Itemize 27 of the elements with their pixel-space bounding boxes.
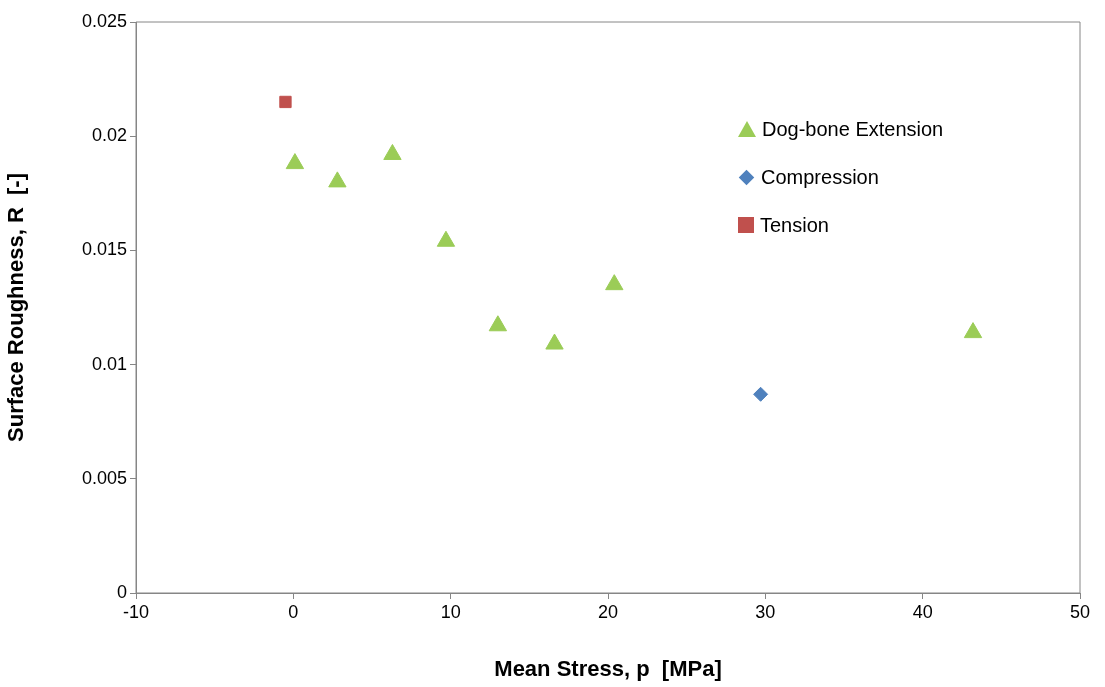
- point: [488, 315, 508, 332]
- x-tick-label: 30: [755, 601, 776, 622]
- x-tick-label: 20: [597, 601, 619, 622]
- x-tick-label: 40: [912, 601, 933, 622]
- y-axis-title: Surface Roughness, R [-]: [3, 173, 29, 442]
- y-tick-label: 0.01: [91, 353, 127, 374]
- legend-label: Tension: [760, 213, 829, 237]
- point: [383, 143, 402, 160]
- y-tick-label: 0.005: [81, 467, 127, 488]
- point: [753, 386, 769, 402]
- x-tick-label: 10: [440, 601, 461, 622]
- legend-label: Compression: [761, 165, 879, 189]
- y-tick-label: 0: [116, 581, 127, 602]
- point: [963, 322, 983, 339]
- x-tick-label: 0: [288, 601, 299, 622]
- x-tick-label: 50: [1069, 601, 1091, 622]
- point: [605, 274, 624, 291]
- x-tick-label: -10: [122, 601, 150, 622]
- y-tick-label: 0.02: [91, 125, 127, 146]
- y-tick-label: 0.025: [81, 10, 127, 31]
- legend-label: Dog-bone Extension: [762, 117, 944, 141]
- point: [328, 171, 347, 188]
- point: [545, 333, 564, 350]
- point: [436, 230, 456, 247]
- x-axis-title: Mean Stress, p [MPa]: [494, 655, 722, 681]
- point: [285, 153, 305, 170]
- y-tick-label: 0.015: [81, 239, 127, 260]
